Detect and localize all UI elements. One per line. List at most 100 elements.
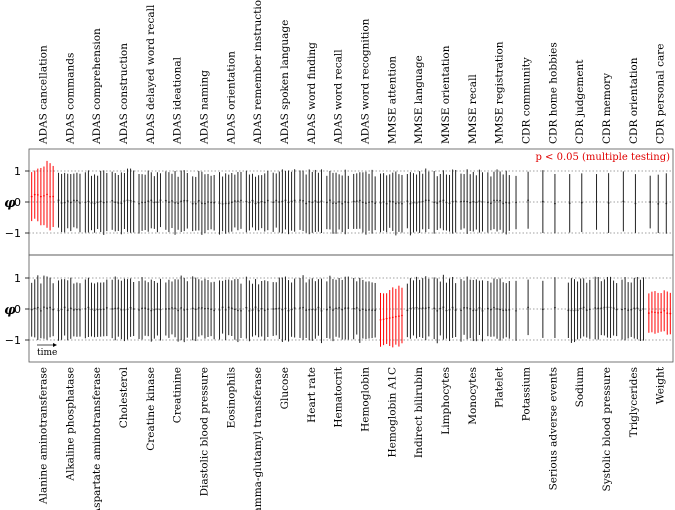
top-point-adas-word-finding-3 [308,200,311,203]
bottom-point-potassium-1 [527,306,529,309]
bottom-point-indirect-bilirubin-3 [415,306,418,309]
top-point-mmse-registration-5 [502,202,505,205]
top-point-mmse-language-0 [406,200,409,203]
bottom-point-platelet-0 [486,307,489,310]
bottom-point-glucose-0 [272,308,275,310]
bottom-point-gamma-glutamyl-transferase-3 [254,306,257,309]
top-point-adas-word-recognition-3 [361,201,364,204]
bottom-label-diastolic-blood-pressure: Diastolic blood pressure [198,367,210,496]
bottom-point-weight-0 [647,312,650,314]
top-point-adas-ideational-0 [164,199,167,202]
bottom-point-limphocytes-2 [439,307,442,310]
bottom-point-diastolic-blood-pressure-2 [197,307,200,309]
bottom-point-heart-rate-6 [317,306,320,309]
bottom-point-triglycerides-4 [633,307,636,310]
top-point-mmse-registration-2 [493,199,495,202]
bottom-point-alanine-aminotransferase-2 [36,306,39,309]
top-point-adas-spoken-language-5 [287,201,290,204]
top-point-adas-spoken-language-3 [281,200,284,203]
bottom-point-weight-5 [663,309,666,312]
top-point-mmse-recall-5 [475,201,478,204]
top-point-mmse-orientation-0 [433,201,436,204]
top-point-adas-ideational-5 [180,200,183,203]
top-point-adas-naming-4 [204,202,206,205]
bottom-point-systolic-blood-pressure-5 [609,306,612,309]
bottom-label-triglycerides: Triglycerides [628,367,640,437]
bottom-point-hematocrit-7 [347,307,350,309]
top-label-adas-word-finding: ADAS word finding [306,42,318,145]
top-point-adas-naming-0 [191,202,194,205]
bottom-point-creatinine-2 [171,307,173,309]
top-point-mmse-orientation-6 [451,200,454,203]
top-point-adas-construction-3 [120,202,123,205]
top-point-adas-cancellation-3 [39,195,42,198]
top-label-cdr-memory: CDR memory [601,73,613,144]
bottom-label-indirect-bilirubin: Indirect bilirubin [413,367,425,458]
top-point-adas-word-recall-2 [332,202,334,205]
bottom-point-hemoglobin-1 [355,307,358,309]
bottom-point-eosinophils-0 [218,309,221,311]
bottom-point-limphocytes-7 [454,309,457,311]
bottom-point-gamma-glutamyl-transferase-4 [257,309,260,312]
top-point-adas-cancellation-2 [36,194,39,196]
top-label-adas-comprehension: ADAS comprehension [91,28,103,145]
top-point-cdr-judgement-1 [580,201,583,204]
top-point-adas-cancellation-0 [30,195,33,198]
bottom-point-alkaline-phosphatase-7 [79,309,81,311]
bottom-point-creatine-kinase-6 [156,308,159,311]
bottom-point-triglycerides-7 [642,308,645,310]
top-label-mmse-attention: MMSE attention [386,56,398,144]
top-point-adas-commands-0 [57,199,60,202]
bottom-point-limphocytes-4 [445,309,448,312]
bottom-point-indirect-bilirubin-5 [421,307,424,309]
top-point-adas-word-recall-5 [341,202,344,205]
bottom-point-monocytes-5 [475,309,478,312]
top-point-adas-cancellation-1 [33,193,36,196]
top-point-adas-word-finding-1 [302,199,304,202]
bottom-point-hemoglobin-a1c-5 [394,315,397,318]
top-point-adas-cancellation-7 [52,195,55,198]
bottom-point-sodium-6 [585,309,588,312]
time-arrow-head [53,343,57,347]
top-point-adas-ideational-2 [171,200,173,202]
top-point-adas-spoken-language-2 [278,201,281,203]
bottom-point-aspartate-aminotransferase-3 [93,309,96,312]
top-point-adas-commands-5 [72,199,75,202]
top-point-adas-comprehension-7 [105,201,108,203]
bottom-point-systolic-blood-pressure-2 [600,307,603,310]
bottom-point-monocytes-0 [460,309,462,312]
bottom-label-hematocrit: Hematocrit [333,366,345,427]
bottom-point-glucose-5 [287,309,290,312]
top-point-adas-word-finding-7 [320,200,323,203]
bottom-point-alanine-aminotransferase-5 [46,307,48,309]
time-label: time [37,348,57,358]
bottom-label-hemoglobin: Hemoglobin [359,367,371,432]
top-point-adas-remember-instructions-5 [260,200,263,203]
bottom-point-heart-rate-7 [320,309,323,312]
bottom-point-systolic-blood-pressure-3 [603,306,606,309]
bottom-point-limphocytes-6 [451,306,454,309]
top-point-adas-word-finding-2 [305,202,308,205]
top-point-adas-delayed-word-recall-2 [144,201,147,204]
top-point-adas-spoken-language-7 [293,199,296,202]
top-label-cdr-orientation: CDR orientation [628,57,640,144]
bottom-point-limphocytes-3 [442,306,445,309]
bottom-point-cholesterol-6 [129,306,132,309]
top-point-cdr-community-0 [515,201,517,204]
bottom-panel: 1 0 −1 φ time [4,254,674,363]
bottom-point-sodium-7 [588,308,591,311]
bottom-point-weight-4 [660,311,663,314]
bottom-point-sodium-5 [582,306,585,309]
top-point-adas-construction-6 [129,199,132,202]
bottom-point-creatine-kinase-1 [141,307,143,310]
top-y-axis-label: φ [4,196,16,211]
bottom-point-indirect-bilirubin-6 [424,307,427,310]
top-point-cdr-personal-care-0 [649,201,652,203]
top-point-adas-remember-instructions-7 [266,199,269,202]
top-point-adas-spoken-language-6 [290,200,293,203]
bottom-point-glucose-3 [281,308,284,311]
bottom-point-aspartate-aminotransferase-6 [102,308,105,311]
top-point-adas-word-recognition-0 [352,200,355,203]
bottom-point-creatinine-6 [183,309,186,311]
top-point-mmse-attention-5 [394,202,397,205]
